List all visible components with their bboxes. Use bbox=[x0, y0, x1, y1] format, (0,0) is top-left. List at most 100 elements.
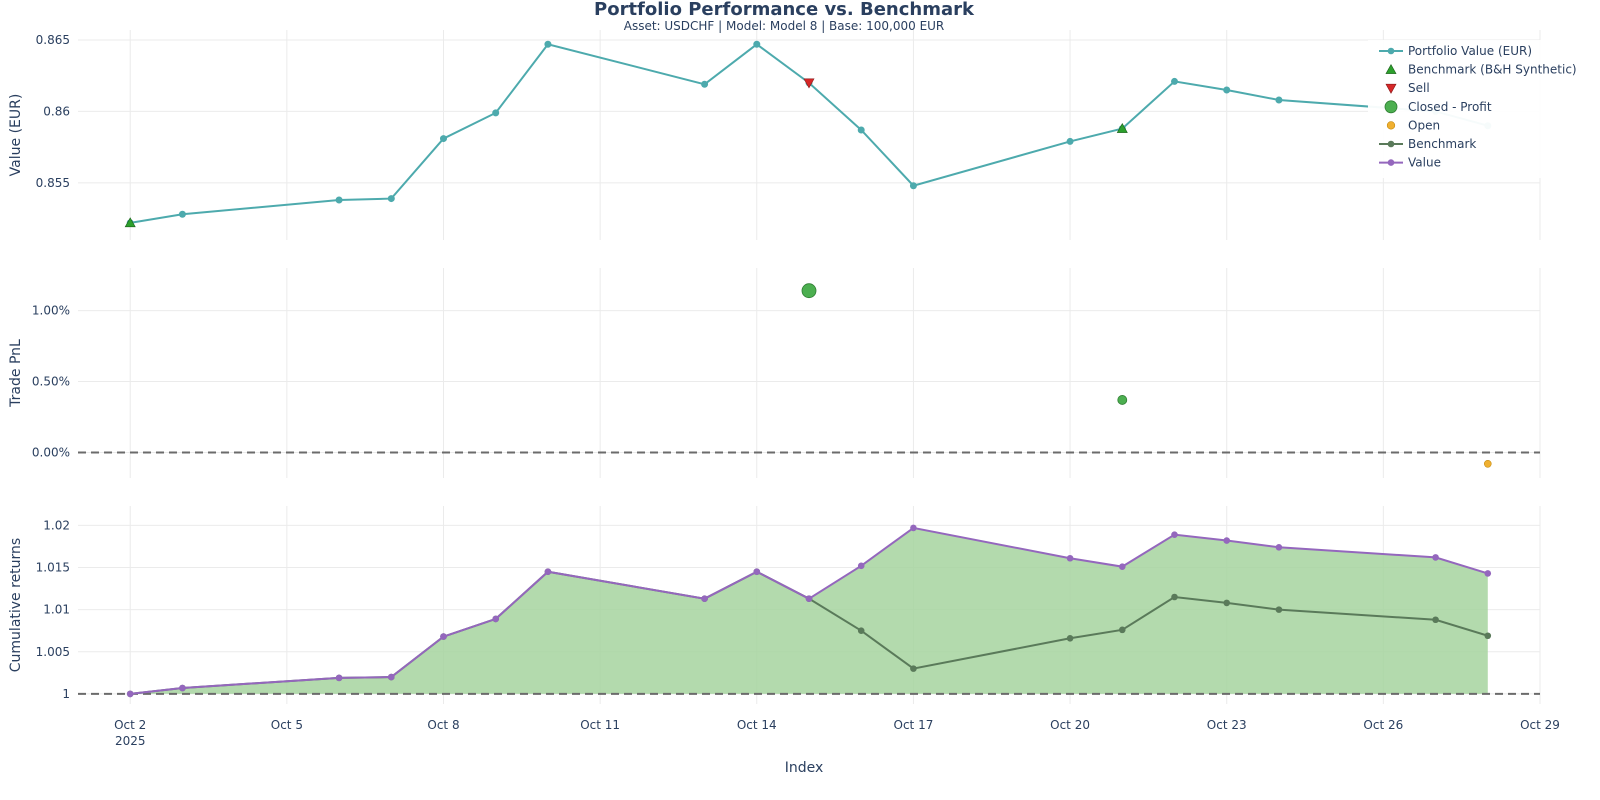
sell-marker bbox=[803, 78, 815, 89]
benchmark-point bbox=[1275, 606, 1283, 613]
value-point bbox=[1223, 537, 1231, 544]
benchmark-bh-marker bbox=[1116, 122, 1128, 133]
chart-subtitle: Asset: USDCHF | Model: Model 8 | Base: 1… bbox=[624, 19, 945, 33]
x-tick-label: Oct 26 bbox=[1363, 718, 1403, 732]
legend-item[interactable]: Open bbox=[1386, 118, 1440, 132]
benchmark-point bbox=[1066, 634, 1074, 642]
legend-item[interactable]: Closed - Profit bbox=[1384, 100, 1492, 114]
legend-circle-swatch bbox=[1387, 159, 1395, 166]
closed-profit-point bbox=[1117, 395, 1128, 405]
x-tick-label: Oct 14 bbox=[737, 718, 777, 732]
benchmark-point bbox=[1171, 593, 1178, 601]
value-point bbox=[492, 615, 500, 623]
value-point bbox=[1432, 554, 1439, 561]
panel-3: 1 1.005 1.01 1.015 1.02 Cumulative returns bbox=[8, 506, 1541, 704]
value-point bbox=[1171, 531, 1178, 538]
x-tick-year: 2025 bbox=[115, 734, 146, 748]
x-tick-label: Oct 20 bbox=[1050, 718, 1090, 732]
legend-label: Value bbox=[1408, 156, 1441, 170]
y-tick-label: 1.01 bbox=[43, 603, 70, 617]
benchmark-point bbox=[1223, 599, 1231, 607]
y-axis-title: Value (EUR) bbox=[8, 94, 24, 177]
benchmark-point bbox=[1432, 616, 1439, 624]
benchmark-point bbox=[857, 627, 865, 634]
y-tick-label: 0.50% bbox=[32, 375, 70, 389]
legend-item[interactable]: Value bbox=[1379, 156, 1441, 170]
value-point bbox=[544, 568, 552, 576]
legend-label: Sell bbox=[1408, 81, 1430, 95]
value-point bbox=[805, 595, 813, 602]
closed-profit-point bbox=[801, 283, 817, 299]
legend-circle-swatch bbox=[1387, 47, 1395, 55]
legend-background bbox=[1368, 40, 1556, 178]
portfolio-value-point bbox=[1275, 96, 1283, 104]
value-point bbox=[1484, 570, 1492, 577]
legend-small-circle-swatch bbox=[1386, 121, 1396, 130]
legend-label: Portfolio Value (EUR) bbox=[1408, 44, 1532, 58]
legend-large-circle-swatch bbox=[1384, 100, 1398, 114]
portfolio-value-point bbox=[440, 135, 447, 143]
legend-triangle-up-swatch bbox=[1385, 63, 1397, 74]
value-fill-area bbox=[130, 527, 1488, 694]
legend-item[interactable]: Benchmark bbox=[1379, 137, 1476, 151]
value-point bbox=[701, 595, 708, 602]
y-tick-label: 1.00% bbox=[32, 304, 70, 318]
portfolio-value-point bbox=[178, 210, 186, 218]
portfolio-value-point bbox=[1223, 86, 1231, 94]
legend-triangle-down-swatch bbox=[1385, 83, 1397, 94]
x-axis: Oct 2 Oct 5 Oct 8 Oct 11 Oct 14 Oct 17 Oct 20 O… bbox=[114, 718, 1560, 748]
x-axis-title: Index bbox=[785, 760, 824, 776]
y-axis-title: Trade PnL bbox=[8, 339, 24, 408]
x-tick-label: Oct 8 bbox=[427, 718, 459, 732]
benchmark-point bbox=[1484, 632, 1492, 640]
portfolio-value-point bbox=[909, 182, 917, 190]
portfolio-value-point bbox=[1171, 77, 1178, 85]
value-point bbox=[753, 568, 761, 576]
legend: Portfolio Value (EUR) Benchmark (B&H Synt… bbox=[1368, 40, 1577, 178]
legend-item[interactable]: Benchmark (B&H Synthetic) bbox=[1385, 63, 1577, 77]
legend-label: Closed - Profit bbox=[1408, 100, 1492, 114]
value-point bbox=[1275, 543, 1283, 551]
portfolio-value-point bbox=[753, 40, 761, 48]
panels: 0.855 0.86 0.865 Value (EUR) 0.00% 0.50% 1.00%… bbox=[8, 30, 1541, 704]
legend-label: Open bbox=[1408, 118, 1440, 132]
legend-item[interactable]: Sell bbox=[1385, 81, 1430, 95]
legend-label: Benchmark (B&H Synthetic) bbox=[1408, 63, 1577, 77]
x-tick-label: Oct 29 bbox=[1520, 718, 1560, 732]
y-tick-label: 0.86 bbox=[43, 104, 70, 118]
value-point bbox=[910, 524, 917, 532]
panel-1: 0.855 0.86 0.865 Value (EUR) bbox=[8, 30, 1541, 240]
portfolio-value-point bbox=[544, 40, 552, 48]
portfolio-value-point bbox=[335, 196, 343, 204]
value-point bbox=[179, 684, 186, 692]
value-point bbox=[1066, 554, 1074, 562]
y-tick-label: 1.015 bbox=[36, 561, 70, 575]
y-tick-label: 1.005 bbox=[36, 645, 70, 659]
open-trade-point bbox=[1483, 460, 1492, 468]
portfolio-value-point bbox=[492, 109, 500, 117]
benchmark-point bbox=[1118, 626, 1126, 634]
portfolio-value-point bbox=[857, 126, 865, 134]
benchmark-bh-marker bbox=[124, 217, 136, 228]
y-tick-label: 0.865 bbox=[36, 33, 70, 47]
value-point bbox=[1118, 563, 1126, 570]
y-tick-label: 1.02 bbox=[43, 518, 70, 532]
x-tick-label: Oct 5 bbox=[271, 718, 303, 732]
x-tick-label: Oct 17 bbox=[894, 718, 934, 732]
value-point bbox=[335, 674, 343, 682]
legend-item[interactable]: Portfolio Value (EUR) bbox=[1379, 44, 1532, 58]
value-point bbox=[440, 633, 447, 640]
y-tick-label: 0.855 bbox=[36, 176, 70, 190]
portfolio-value-point bbox=[387, 195, 395, 203]
value-point bbox=[387, 673, 395, 681]
value-point bbox=[857, 562, 865, 570]
value-point bbox=[126, 690, 134, 698]
portfolio-value-line bbox=[130, 43, 1489, 224]
x-tick-label: Oct 2 bbox=[114, 718, 146, 732]
portfolio-value-point bbox=[1066, 137, 1074, 145]
benchmark-point bbox=[910, 665, 917, 672]
legend-circle-swatch bbox=[1387, 140, 1395, 148]
x-tick-label: Oct 11 bbox=[580, 718, 620, 732]
portfolio-value-point bbox=[701, 80, 709, 88]
